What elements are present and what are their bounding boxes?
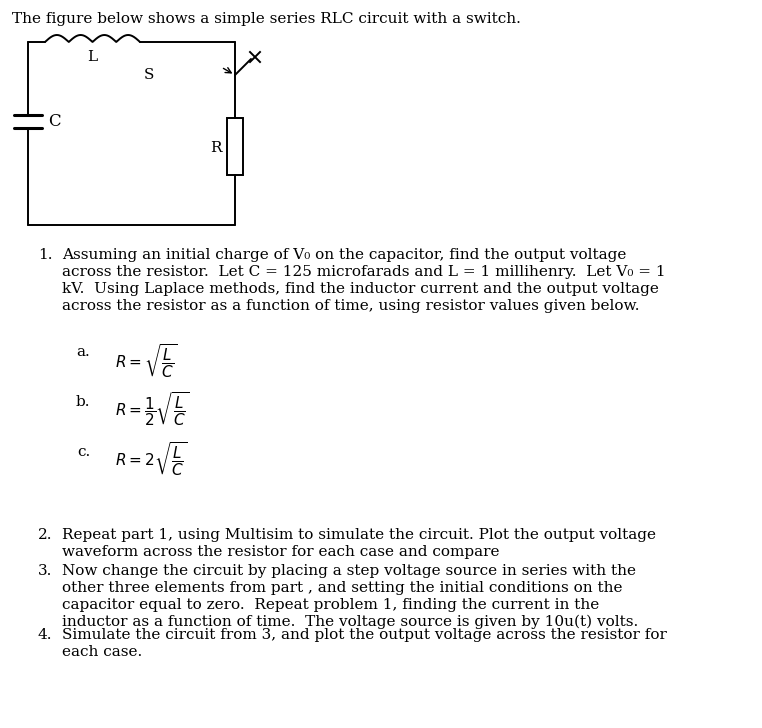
Text: The figure below shows a simple series RLC circuit with a switch.: The figure below shows a simple series R… bbox=[12, 12, 521, 26]
Text: Repeat part 1, using Multisim to simulate the circuit. Plot the output voltage: Repeat part 1, using Multisim to simulat… bbox=[62, 528, 656, 542]
Text: 3.: 3. bbox=[38, 564, 53, 578]
Text: Simulate the circuit from 3, and plot the output voltage across the resistor for: Simulate the circuit from 3, and plot th… bbox=[62, 628, 667, 642]
Text: waveform across the resistor for each case and compare: waveform across the resistor for each ca… bbox=[62, 545, 500, 559]
Text: 2.: 2. bbox=[38, 528, 53, 542]
Text: inductor as a function of time.  The voltage source is given by 10u(t) volts.: inductor as a function of time. The volt… bbox=[62, 615, 639, 630]
Text: across the resistor as a function of time, using resistor values given below.: across the resistor as a function of tim… bbox=[62, 299, 639, 313]
Text: b.: b. bbox=[75, 395, 90, 409]
Text: $R=\sqrt{\dfrac{L}{C}}$: $R=\sqrt{\dfrac{L}{C}}$ bbox=[115, 342, 178, 379]
Text: capacitor equal to zero.  Repeat problem 1, finding the current in the: capacitor equal to zero. Repeat problem … bbox=[62, 598, 599, 612]
Text: 4.: 4. bbox=[38, 628, 53, 642]
Text: a.: a. bbox=[76, 345, 90, 359]
Text: L: L bbox=[87, 50, 97, 64]
Text: kV.  Using Laplace methods, find the inductor current and the output voltage: kV. Using Laplace methods, find the indu… bbox=[62, 282, 659, 296]
Text: Assuming an initial charge of V₀ on the capacitor, find the output voltage: Assuming an initial charge of V₀ on the … bbox=[62, 248, 626, 262]
Text: other three elements from part , and setting the initial conditions on the: other three elements from part , and set… bbox=[62, 581, 623, 595]
Text: c.: c. bbox=[77, 445, 90, 459]
Text: $R=2\sqrt{\dfrac{L}{C}}$: $R=2\sqrt{\dfrac{L}{C}}$ bbox=[115, 440, 187, 478]
Text: across the resistor.  Let C = 125 microfarads and L = 1 millihenry.  Let V₀ = 1: across the resistor. Let C = 125 microfa… bbox=[62, 265, 666, 279]
Text: each case.: each case. bbox=[62, 645, 142, 659]
Text: C: C bbox=[48, 113, 61, 130]
Text: 1.: 1. bbox=[38, 248, 53, 262]
Text: R: R bbox=[210, 141, 222, 155]
Text: Now change the circuit by placing a step voltage source in series with the: Now change the circuit by placing a step… bbox=[62, 564, 636, 578]
Text: S: S bbox=[143, 68, 154, 82]
Text: $R=\dfrac{1}{2}\sqrt{\dfrac{L}{C}}$: $R=\dfrac{1}{2}\sqrt{\dfrac{L}{C}}$ bbox=[115, 390, 190, 428]
FancyBboxPatch shape bbox=[227, 118, 243, 175]
